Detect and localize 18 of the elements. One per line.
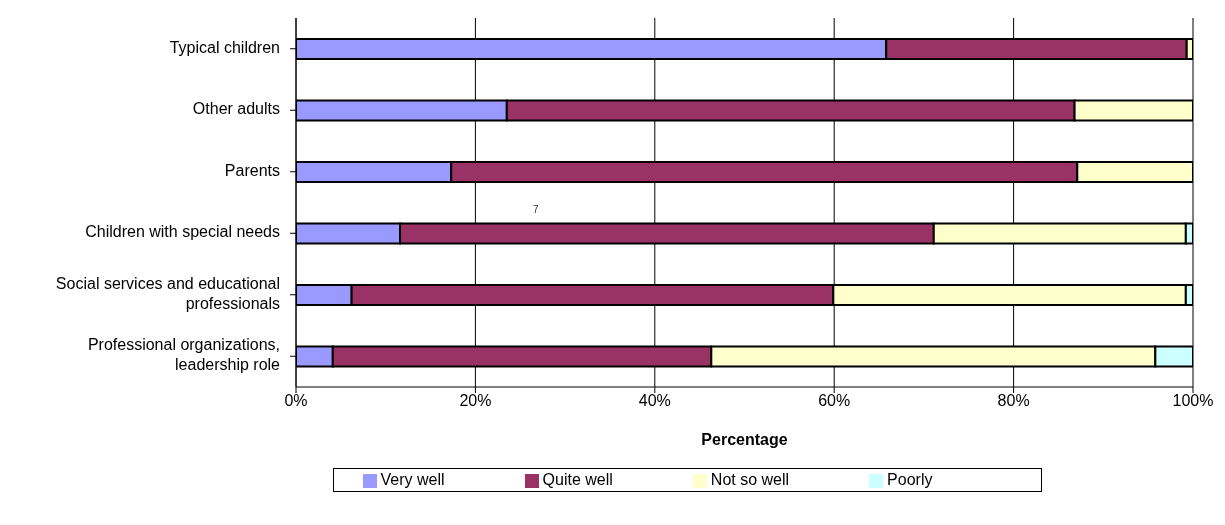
y-tick-label: Children with special needs — [85, 223, 280, 241]
x-tick-label: 80% — [997, 392, 1030, 410]
y-tick-label: Other adults — [192, 100, 280, 118]
legend-label: Quite well — [542, 471, 613, 488]
y-tick-label: Professional organizations, leadership role — [87, 336, 281, 374]
y-tick-label: Typical children — [169, 38, 280, 56]
annotation: 7 — [533, 204, 539, 216]
x-tick-label: 20% — [459, 392, 492, 410]
legend-label: Poorly — [887, 471, 933, 488]
y-tick-label: Parents — [224, 161, 280, 179]
x-tick-label: 100% — [1172, 392, 1214, 410]
legend-label: Not so well — [710, 471, 790, 488]
x-tick-label: 60% — [818, 392, 851, 410]
legend-label: Very well — [380, 471, 445, 488]
x-tick-label: 0% — [284, 392, 308, 410]
x-tick-label: 40% — [638, 392, 671, 410]
x-axis-title: Percentage — [701, 431, 788, 448]
y-tick-label: Social services and educational professionals — [55, 274, 280, 312]
